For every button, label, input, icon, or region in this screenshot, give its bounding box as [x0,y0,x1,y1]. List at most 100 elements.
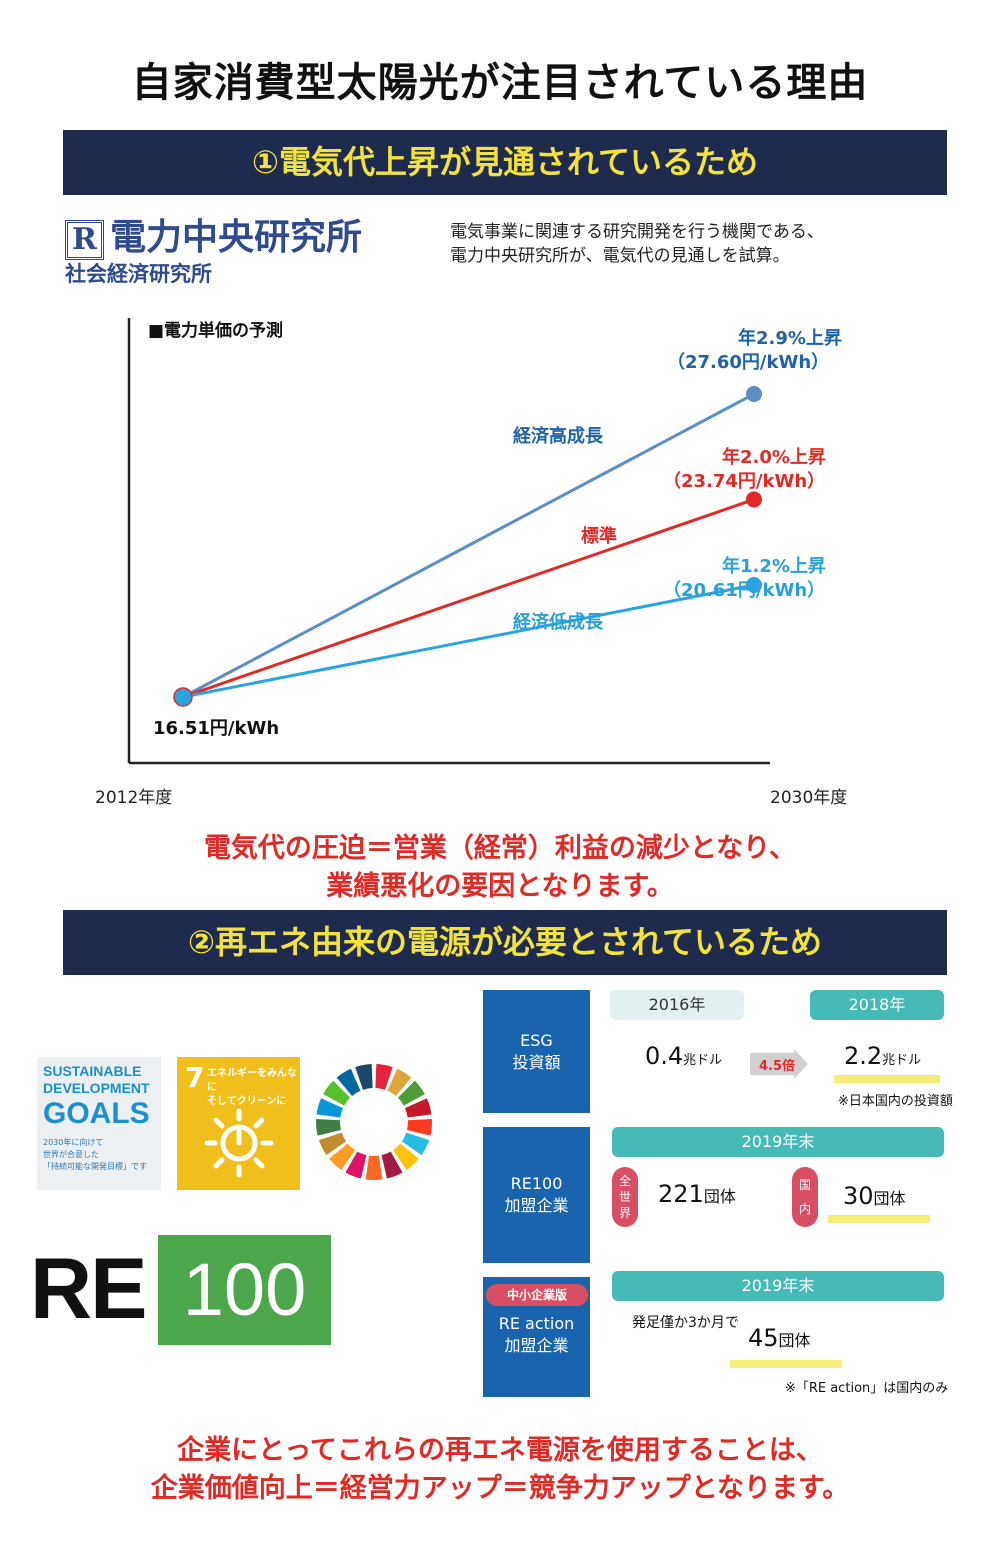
series-low-rate: 年1.2%上昇 [722,556,826,577]
re100-label-line: RE100 [510,1174,563,1193]
section2-message-line: 企業価値向上＝経営力アップ＝競争力アップとなります。 [150,1473,850,1504]
sdg-wheel-segment [381,1151,403,1179]
re100-domestic-tag: 国 内 [792,1167,818,1227]
section2-message: 企業にとってこれらの再エネ電源を使用することは、 企業価値向上＝経営力アップ＝競… [0,1432,1000,1508]
series-standard-end-point [746,491,762,508]
sdg-wheel-segment [397,1080,425,1106]
x-tick-label-2012: 2012年度 [95,788,173,808]
sdg-wheel-segment [401,1132,430,1156]
sdg-wheel-segment [387,1068,412,1096]
re100-world-number: 221 [658,1180,704,1208]
esg-value-2016: 0.4兆ドル [645,1042,722,1070]
section1-banner: ①電気代上昇が見通されているため [63,130,947,195]
section1-message: 電気代の圧迫＝営業（経常）利益の減少となり、 業績悪化の要因となります。 [0,830,1000,906]
criepi-logo-sub: 社会経済研究所 [65,262,212,286]
re100-logo-text: RE [30,1241,147,1337]
sdg-wheel-segment [316,1098,343,1118]
re100-world-tag-char: 界 [618,1206,631,1220]
series-high-end-point [746,386,762,402]
esg-label-line: 投資額 [512,1053,561,1072]
description-line: 電気事業に関連する研究開発を行う機関である、 [450,222,824,242]
section1-message-line: 電気代の圧迫＝営業（経常）利益の減少となり、 [203,833,797,864]
re100-domestic-value: 30団体 [843,1182,906,1210]
reaction-sme-tag: 中小企業版 [486,1284,588,1306]
power-sun-icon [204,1108,274,1178]
esg-value-2018-number: 2.2 [844,1042,883,1070]
re100-domestic-unit: 団体 [873,1189,906,1208]
re100-world-value: 221団体 [658,1180,736,1208]
re100-domestic-tag-char: 国 [798,1178,811,1192]
sdg-goal7-text-line: そしてクリーンに [207,1096,287,1107]
highlight-bar [834,1075,940,1083]
series-standard-name: 標準 [581,526,617,547]
criepi-logo-mark: R [65,220,104,260]
re100-world-tag: 全 世 界 [612,1167,638,1227]
sdgs-logo-line: SUSTAINABLE [43,1063,142,1079]
sdg-wheel-segment [323,1080,351,1106]
re100-domestic-number: 30 [843,1182,874,1210]
start-point [173,687,193,707]
reaction-sublabel: 発足僅か3か月で [632,1315,739,1331]
re100-world-unit: 団体 [703,1187,736,1206]
description: 電気事業に関連する研究開発を行う機関である、 電力中央研究所が、電気代の見通しを… [450,220,930,268]
reaction-label-line: RE action [498,1314,575,1333]
sdgs-logo-line: GOALS [43,1097,150,1130]
description-line: 電力中央研究所が、電気代の見通しを試算。 [450,246,790,266]
price-forecast-chart [127,318,770,765]
series-low-end-point [746,576,762,593]
reaction-label-line: 加盟企業 [504,1336,569,1355]
sdgs-caption-line: 2030年に向けて [43,1138,104,1147]
series-low-line [182,583,755,699]
sdgs-logo: SUSTAINABLE DEVELOPMENT GOALS 2030年に向けて … [37,1057,161,1190]
highlight-bar [828,1215,930,1223]
esg-year-2016: 2016年 [610,990,744,1020]
section1-message-line: 業績悪化の要因となります。 [326,871,674,902]
series-low-name: 経済低成長 [513,612,603,633]
section2-message-line: 企業にとってこれらの再エネ電源を使用することは、 [177,1435,823,1466]
criepi-logo-name: 電力中央研究所 [109,216,362,258]
series-standard-rate: 年2.0%上昇 [722,447,826,468]
esg-label-box: ESG 投資額 [483,990,590,1113]
sdg-wheel-segment [318,1132,347,1156]
re100-world-tag-char: 全 [618,1174,631,1188]
re100-label-line: 加盟企業 [504,1196,569,1215]
sdg-wheel-segment [393,1143,419,1171]
sdg-wheel-segment [355,1064,373,1090]
multiplier-arrow: 4.5倍 [750,1049,808,1079]
criepi-logo: R 電力中央研究所 [65,208,362,260]
esg-year-2018: 2018年 [810,990,944,1020]
multiplier-label: 4.5倍 [758,1059,796,1074]
sdg-wheel-icon [316,1064,432,1180]
highlight-bar [730,1360,842,1368]
sdg-wheel-segment [365,1155,383,1180]
sdgs-caption-line: 「持続可能な開発目標」です [43,1162,147,1171]
sdg-wheel-segment [405,1098,432,1118]
sdg-wheel-segment [375,1064,393,1090]
esg-value-2016-unit: 兆ドル [683,1053,723,1068]
reaction-value: 45団体 [748,1324,811,1352]
series-standard-line [182,498,755,699]
sdgs-caption-line: 世界が合意した [43,1150,99,1159]
re100-world-tag-char: 世 [618,1190,631,1204]
re100-label-box: RE100 加盟企業 [483,1127,590,1263]
sdg-goal7-tile: 7 エネルギーをみんなに そしてクリーンに [177,1057,300,1190]
re100-domestic-tag-char: 内 [798,1202,811,1216]
esg-label-line: ESG [520,1031,553,1050]
reaction-unit: 団体 [778,1331,811,1350]
arrow-right-icon [750,1049,808,1079]
esg-value-2018-unit: 兆ドル [882,1053,922,1068]
sdg-wheel-segment [407,1118,432,1136]
series-standard-end-label: （23.74円/kWh） [663,471,826,492]
sdgs-logo-line: DEVELOPMENT [43,1080,150,1096]
series-high-rate: 年2.9%上昇 [738,328,842,349]
sdg-goal7-text-line: エネルギーをみんなに [207,1068,297,1093]
reaction-number: 45 [748,1324,779,1352]
section2-banner: ②再エネ由来の電源が必要とされているため [63,910,947,975]
start-value-label: 16.51円/kWh [153,718,280,739]
x-tick-label-2030: 2030年度 [770,788,848,808]
sdg-wheel-segment [329,1143,355,1171]
re100-logo-badge: 100 [158,1235,331,1345]
reaction-note: ※「RE action」は国内のみ [785,1381,949,1396]
sdg-wheel-segment [345,1151,367,1179]
sdg-wheel-segment [316,1118,341,1136]
